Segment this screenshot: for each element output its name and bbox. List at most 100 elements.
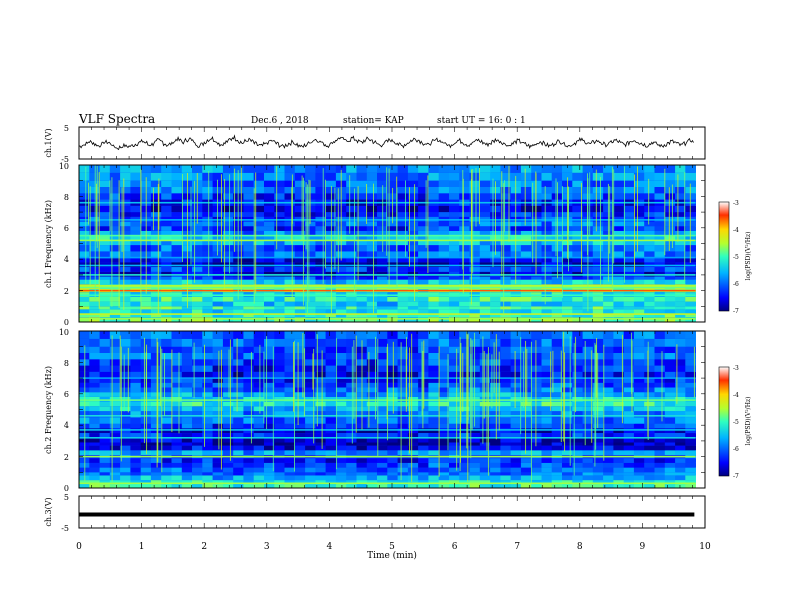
spectrogram-cell	[264, 235, 275, 241]
spectrogram-cell	[243, 387, 255, 393]
spectrogram-cell	[582, 314, 594, 318]
spectrogram-cell	[274, 279, 285, 285]
spectrogram-cell	[654, 483, 666, 488]
spectrogram-cell	[531, 257, 542, 263]
spectrogram-cell	[202, 245, 213, 252]
spectrogram-cell	[161, 475, 172, 481]
spectrogram-cell	[397, 180, 409, 187]
spectrogram-cell	[623, 331, 635, 339]
spectrogram-cell	[202, 251, 213, 258]
spectrogram-cell	[438, 257, 450, 263]
spectrogram-cell	[490, 411, 501, 418]
spectrogram-cell	[449, 475, 460, 481]
spectrogram-cell	[150, 359, 162, 366]
spectrogram-cell	[181, 371, 193, 379]
spectrogram-cell	[130, 279, 142, 285]
spectrogram-cell	[274, 235, 285, 241]
spectrogram-cell	[99, 187, 111, 194]
spectrogram-cell	[99, 267, 111, 272]
spectrogram-cell	[407, 251, 419, 258]
spectrogram-cell	[613, 475, 625, 481]
spectrogram-cell	[490, 475, 501, 481]
spectrogram-cell	[551, 306, 563, 310]
spectrogram-cell	[130, 387, 142, 393]
spectrogram-cell	[222, 212, 234, 217]
spectrogram-cell	[109, 279, 121, 285]
spectrogram-cell	[243, 445, 255, 451]
spectrogram-cell	[99, 442, 111, 446]
spectrogram-cell	[613, 187, 625, 194]
spectrogram-cell	[510, 450, 522, 455]
spectrogram-cell	[572, 445, 583, 451]
spectrogram-cell	[623, 235, 635, 241]
spectrogram-cell	[89, 417, 100, 424]
spectrogram-cell	[315, 230, 327, 236]
spectrogram-cell	[459, 240, 470, 246]
spectrogram-cell	[623, 276, 635, 280]
spectrogram-cell	[479, 382, 491, 388]
spectrogram-cell	[397, 365, 409, 372]
spectrogram-cell	[233, 467, 244, 473]
spectrogram-cell	[192, 392, 203, 397]
spectrogram-cell	[459, 445, 470, 451]
spectrogram-cell	[562, 267, 573, 272]
spectrogram-cell	[531, 235, 542, 241]
spectrogram-cell	[397, 353, 409, 360]
spectrogram-cell	[120, 301, 131, 307]
spectrogram-cell	[603, 467, 614, 473]
spectrogram-cell	[79, 353, 90, 360]
spectrogram-cell	[675, 417, 686, 424]
spectrogram-cell	[387, 279, 398, 285]
spectrogram-cell	[356, 226, 368, 231]
time-tick-6: 6	[452, 542, 458, 552]
spectrogram-cell	[243, 480, 255, 484]
spectrogram-cell	[212, 309, 224, 315]
spectrogram-cell	[284, 472, 296, 476]
spectrogram-cell	[120, 309, 131, 315]
spectrogram-cell	[449, 172, 460, 181]
spectrogram-cell	[192, 378, 203, 383]
spectrogram-cell	[644, 331, 655, 339]
spectrogram-cell	[428, 387, 440, 393]
spectrogram-cell	[500, 338, 512, 347]
spectrogram-cell	[356, 187, 368, 194]
spectrogram-cell	[305, 483, 316, 488]
spectrogram-cell	[79, 437, 90, 443]
spectrogram-cell	[397, 411, 409, 418]
spectrogram-cell	[644, 346, 655, 353]
spectrogram-cell	[469, 245, 481, 252]
spectrogram-cell	[582, 378, 594, 383]
spectrogram-cell	[664, 387, 676, 393]
spectrogram-cell	[490, 301, 501, 307]
spectrogram-cell	[222, 296, 234, 302]
spectrogram-cell	[418, 480, 429, 484]
spectrogram-cell	[418, 180, 429, 187]
spectrogram-cell	[551, 346, 563, 353]
spectrogram-cell	[520, 411, 532, 418]
spectrogram-cell	[500, 467, 512, 473]
spectrogram-cell	[449, 306, 460, 310]
spectrogram-cell	[161, 359, 172, 366]
spectrogram-cell	[654, 480, 666, 484]
spectrogram-cell	[613, 483, 625, 488]
spectrogram-cell	[109, 276, 121, 280]
spectrogram-cell	[109, 359, 121, 366]
spectrogram-cell	[284, 276, 296, 280]
spectrogram-cell	[192, 417, 203, 424]
spectrogram-cell	[89, 267, 100, 272]
spectrogram-cell	[356, 483, 368, 488]
spectrogram-cell	[418, 462, 429, 468]
spectrogram-cell	[520, 221, 532, 227]
spectrogram-cell	[428, 365, 440, 372]
spectrogram-cell	[140, 467, 152, 473]
spectrogram-cell	[397, 450, 409, 455]
spectrogram-cell	[541, 267, 553, 272]
spectrogram-cell	[613, 382, 625, 388]
spectrogram-cell	[274, 392, 285, 397]
spectrogram-cell	[294, 365, 306, 372]
spectrogram-cell	[500, 346, 512, 353]
spectrogram-cell	[510, 353, 522, 360]
spectrogram-cell	[654, 309, 666, 315]
spectrogram-cell	[387, 480, 398, 484]
spectrogram-cell	[171, 226, 183, 231]
